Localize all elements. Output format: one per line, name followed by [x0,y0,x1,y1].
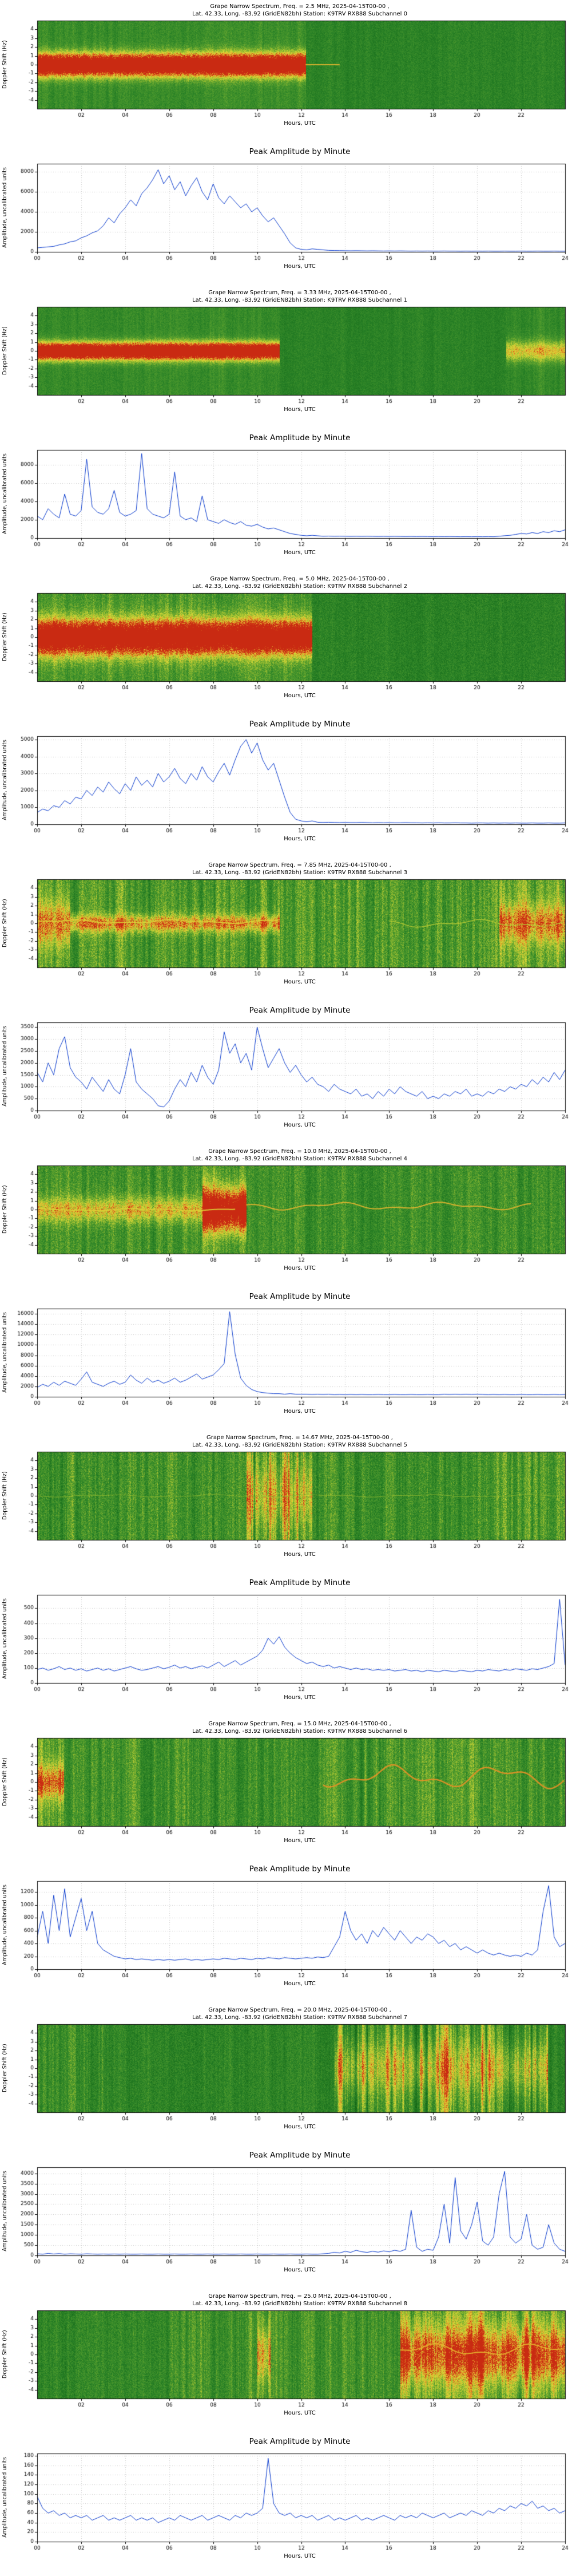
figure-subchannel0-amplitude: Peak Amplitude by Minute Amplitude, unca… [0,143,572,286]
chart-title-line1: Grape Narrow Spectrum, Freq. = 14.67 MHz… [206,1435,393,1441]
chart-title: Peak Amplitude by Minute [249,2437,351,2446]
figure-subchannel2-spectrogram: Grape Narrow Spectrum, Freq. = 5.0 MHz, … [0,572,572,716]
figure-subchannel5-spectrogram: Grape Narrow Spectrum, Freq. = 14.67 MHz… [0,1431,572,1574]
chart-title-line1: Grape Narrow Spectrum, Freq. = 10.0 MHz,… [208,1148,391,1155]
x-axis-label: Hours, UTC [284,1122,316,1128]
x-axis-label: Hours, UTC [284,1838,316,1844]
chart-title-line2: Lat. 42.33, Long. -83.92 (GridEN82bh) St… [192,870,407,876]
x-axis-label: Hours, UTC [284,1981,316,1987]
line-plot [0,1879,572,1989]
x-axis-label: Hours, UTC [284,550,316,556]
x-axis-label: Hours, UTC [284,2410,316,2416]
chart-title: Grape Narrow Spectrum, Freq. = 10.0 MHz,… [34,1148,565,1163]
chart-title: Grape Narrow Spectrum, Freq. = 5.0 MHz, … [34,575,565,590]
line-plot [0,448,572,558]
figure-subchannel6-spectrogram: Grape Narrow Spectrum, Freq. = 15.0 MHz,… [0,1717,572,1860]
chart-title-line1: Grape Narrow Spectrum, Freq. = 7.85 MHz,… [208,862,391,868]
chart-title-line1: Grape Narrow Spectrum, Freq. = 15.0 MHz,… [208,1721,391,1727]
x-axis-label: Hours, UTC [284,2553,316,2559]
chart-title-line2: Lat. 42.33, Long. -83.92 (GridEN82bh) St… [192,297,407,303]
spectrogram-plot [0,591,572,701]
figure-subchannel3-amplitude: Peak Amplitude by Minute Amplitude, unca… [0,1002,572,1145]
x-axis-label: Hours, UTC [284,1694,316,1701]
chart-title-line2: Lat. 42.33, Long. -83.92 (GridEN82bh) St… [192,583,407,590]
chart-title: Grape Narrow Spectrum, Freq. = 14.67 MHz… [34,1434,565,1449]
spectrogram-plot [0,2022,572,2132]
chart-title-line1: Grape Narrow Spectrum, Freq. = 5.0 MHz, … [210,576,390,582]
x-axis-label: Hours, UTC [284,1265,316,1271]
chart-title-line1: Grape Narrow Spectrum, Freq. = 20.0 MHz,… [208,2007,391,2013]
line-plot [0,1020,572,1130]
chart-title-line2: Lat. 42.33, Long. -83.92 (GridEN82bh) St… [192,2301,407,2307]
x-axis-label: Hours, UTC [284,120,316,127]
chart-title-line2: Lat. 42.33, Long. -83.92 (GridEN82bh) St… [192,1442,407,1448]
chart-title: Grape Narrow Spectrum, Freq. = 2.5 MHz, … [34,3,565,18]
x-axis-label: Hours, UTC [284,693,316,699]
figure-subchannel1-amplitude: Peak Amplitude by Minute Amplitude, unca… [0,429,572,572]
chart-title: Peak Amplitude by Minute [249,2151,351,2160]
line-plot [0,1593,572,1702]
spectrogram-plot [0,1449,572,1559]
line-plot [0,2165,572,2275]
figure-subchannel8-spectrogram: Grape Narrow Spectrum, Freq. = 25.0 MHz,… [0,2290,572,2433]
figure-subchannel4-amplitude: Peak Amplitude by Minute Amplitude, unca… [0,1288,572,1431]
chart-title-line1: Grape Narrow Spectrum, Freq. = 25.0 MHz,… [208,2293,391,2300]
chart-title-line2: Lat. 42.33, Long. -83.92 (GridEN82bh) St… [192,1728,407,1735]
chart-title: Peak Amplitude by Minute [249,433,351,442]
line-plot [0,1306,572,1416]
figure-subchannel6-amplitude: Peak Amplitude by Minute Amplitude, unca… [0,1860,572,2004]
chart-title-line1: Grape Narrow Spectrum, Freq. = 3.33 MHz,… [208,290,391,296]
line-plot [0,161,572,271]
chart-title: Grape Narrow Spectrum, Freq. = 3.33 MHz,… [34,289,565,304]
x-axis-label: Hours, UTC [284,2124,316,2130]
spectrogram-plot [0,877,572,987]
figure-subchannel1-spectrogram: Grape Narrow Spectrum, Freq. = 3.33 MHz,… [0,286,572,429]
chart-title: Grape Narrow Spectrum, Freq. = 25.0 MHz,… [34,2293,565,2308]
figure-subchannel5-amplitude: Peak Amplitude by Minute Amplitude, unca… [0,1574,572,1717]
x-axis-label: Hours, UTC [284,836,316,842]
spectrogram-plot [0,1736,572,1846]
line-plot [0,2451,572,2561]
figure-subchannel4-spectrogram: Grape Narrow Spectrum, Freq. = 10.0 MHz,… [0,1145,572,1288]
figure-subchannel3-spectrogram: Grape Narrow Spectrum, Freq. = 7.85 MHz,… [0,859,572,1002]
chart-title: Peak Amplitude by Minute [249,1292,351,1301]
spectrogram-plot [0,18,572,128]
figure-subchannel8-amplitude: Peak Amplitude by Minute Amplitude, unca… [0,2433,572,2576]
chart-title: Peak Amplitude by Minute [249,1006,351,1015]
x-axis-label: Hours, UTC [284,2267,316,2273]
line-plot [0,734,572,844]
chart-title-line2: Lat. 42.33, Long. -83.92 (GridEN82bh) St… [192,11,407,17]
chart-title: Grape Narrow Spectrum, Freq. = 15.0 MHz,… [34,1720,565,1735]
x-axis-label: Hours, UTC [284,406,316,413]
chart-title: Peak Amplitude by Minute [249,720,351,729]
figure-subchannel7-spectrogram: Grape Narrow Spectrum, Freq. = 20.0 MHz,… [0,2004,572,2147]
chart-title: Peak Amplitude by Minute [249,1578,351,1587]
x-axis-label: Hours, UTC [284,1408,316,1415]
chart-title: Grape Narrow Spectrum, Freq. = 7.85 MHz,… [34,862,565,876]
figure-subchannel0-spectrogram: Grape Narrow Spectrum, Freq. = 2.5 MHz, … [0,0,572,143]
x-axis-label: Hours, UTC [284,979,316,985]
figure-subchannel2-amplitude: Peak Amplitude by Minute Amplitude, unca… [0,716,572,859]
x-axis-label: Hours, UTC [284,1551,316,1558]
spectrogram-plot [0,2308,572,2418]
chart-title: Peak Amplitude by Minute [249,147,351,156]
chart-title-line2: Lat. 42.33, Long. -83.92 (GridEN82bh) St… [192,2014,407,2021]
chart-title-line1: Grape Narrow Spectrum, Freq. = 2.5 MHz, … [210,3,390,10]
x-axis-label: Hours, UTC [284,263,316,270]
spectrogram-plot [0,305,572,414]
spectrogram-plot [0,1163,572,1273]
figure-subchannel7-amplitude: Peak Amplitude by Minute Amplitude, unca… [0,2147,572,2290]
chart-title: Grape Narrow Spectrum, Freq. = 20.0 MHz,… [34,2006,565,2021]
chart-title-line2: Lat. 42.33, Long. -83.92 (GridEN82bh) St… [192,1156,407,1162]
chart-title: Peak Amplitude by Minute [249,1864,351,1874]
